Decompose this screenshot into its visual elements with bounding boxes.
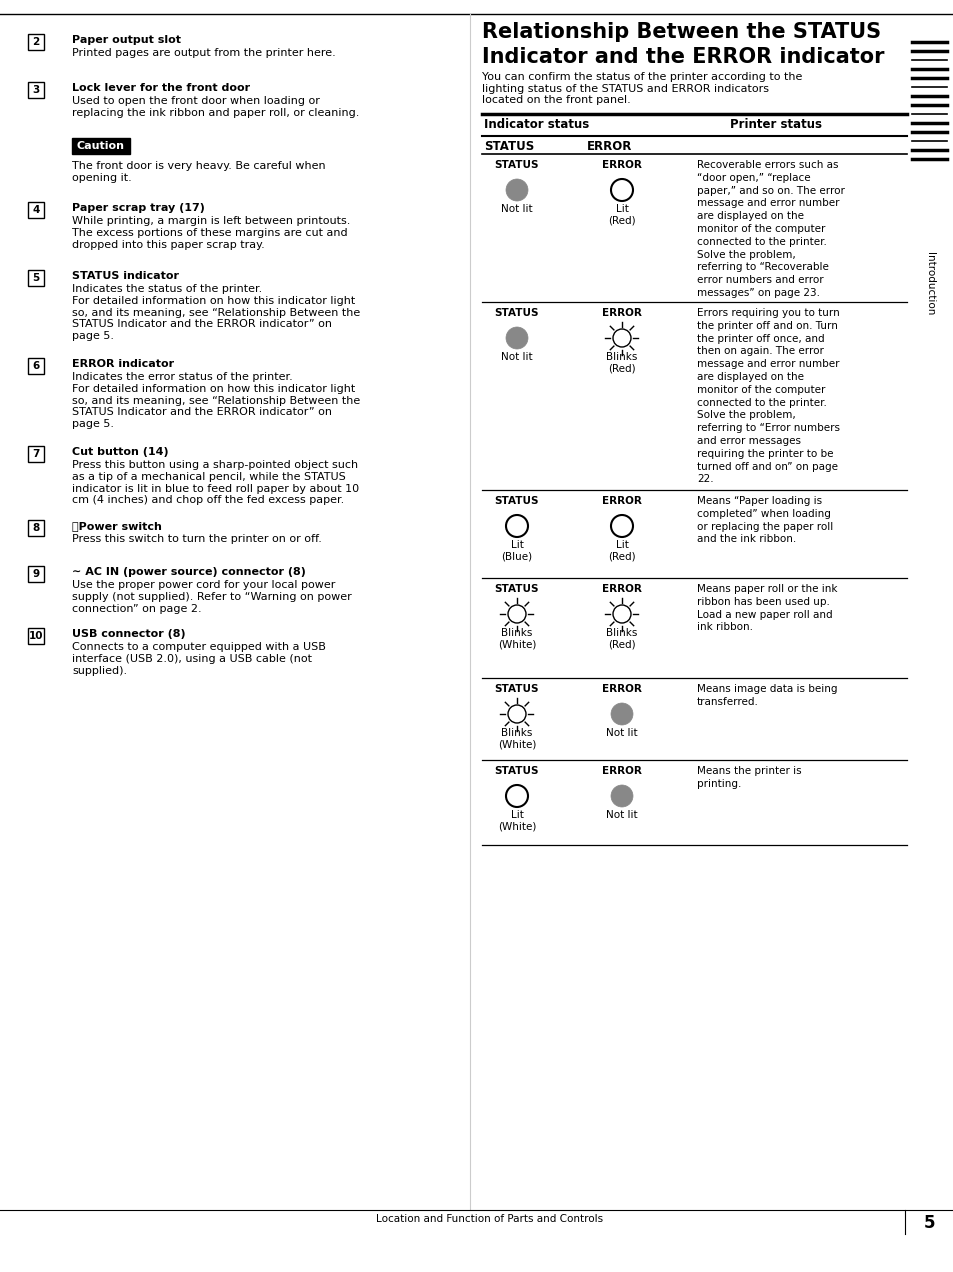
Text: Lit
(Blue): Lit (Blue) — [501, 541, 532, 562]
Text: Connects to a computer equipped with a USB
interface (USB 2.0), using a USB cabl: Connects to a computer equipped with a U… — [71, 642, 326, 675]
Text: ⓘPower switch: ⓘPower switch — [71, 522, 162, 530]
Text: 5: 5 — [923, 1213, 935, 1233]
Bar — [28, 81, 44, 98]
Text: Caution: Caution — [77, 141, 125, 151]
Text: 7: 7 — [32, 449, 40, 459]
Text: Blinks
(White): Blinks (White) — [497, 728, 536, 749]
Text: Means “Paper loading is
completed” when loading
or replacing the paper roll
and : Means “Paper loading is completed” when … — [697, 496, 832, 544]
Text: ERROR: ERROR — [601, 496, 641, 506]
Text: Blinks
(Red): Blinks (Red) — [606, 628, 637, 650]
Text: STATUS: STATUS — [495, 584, 538, 594]
Text: Blinks
(White): Blinks (White) — [497, 628, 536, 650]
Text: Location and Function of Parts and Controls: Location and Function of Parts and Contr… — [376, 1213, 603, 1224]
Text: Means the printer is
printing.: Means the printer is printing. — [697, 766, 801, 789]
Bar — [28, 357, 44, 374]
Text: STATUS: STATUS — [495, 766, 538, 776]
Text: Not lit: Not lit — [605, 728, 638, 738]
Text: The front door is very heavy. Be careful when
opening it.: The front door is very heavy. Be careful… — [71, 162, 325, 183]
Text: Not lit: Not lit — [605, 810, 638, 820]
Text: Relationship Between the STATUS: Relationship Between the STATUS — [481, 22, 881, 42]
Bar — [28, 520, 44, 536]
Text: Recoverable errors such as
“door open,” “replace
paper,” and so on. The error
me: Recoverable errors such as “door open,” … — [697, 160, 844, 298]
Text: Indicator status: Indicator status — [483, 118, 589, 131]
Bar — [28, 270, 44, 286]
Text: 3: 3 — [32, 85, 40, 95]
Text: STATUS: STATUS — [495, 160, 538, 170]
Text: Lit
(White): Lit (White) — [497, 810, 536, 832]
Bar — [28, 34, 44, 50]
Text: 9: 9 — [32, 569, 39, 579]
Text: ERROR: ERROR — [601, 160, 641, 170]
Text: ERROR: ERROR — [601, 684, 641, 695]
Text: Indicator and the ERROR indicator: Indicator and the ERROR indicator — [481, 47, 883, 67]
Text: ERROR indicator: ERROR indicator — [71, 359, 174, 369]
Text: Lit
(Red): Lit (Red) — [608, 541, 635, 562]
Text: Paper scrap tray (17): Paper scrap tray (17) — [71, 204, 205, 212]
Bar — [28, 566, 44, 583]
Text: While printing, a margin is left between printouts.
The excess portions of these: While printing, a margin is left between… — [71, 216, 350, 249]
Text: Means image data is being
transferred.: Means image data is being transferred. — [697, 684, 837, 707]
Text: Press this switch to turn the printer on or off.: Press this switch to turn the printer on… — [71, 534, 321, 544]
Circle shape — [505, 179, 527, 201]
Text: 2: 2 — [32, 37, 40, 47]
Text: 6: 6 — [32, 361, 40, 371]
Bar — [28, 446, 44, 462]
Text: Cut button (14): Cut button (14) — [71, 446, 169, 457]
Circle shape — [610, 785, 633, 806]
Text: Paper output slot: Paper output slot — [71, 36, 181, 45]
Text: USB connector (8): USB connector (8) — [71, 628, 186, 639]
Text: Printer status: Printer status — [729, 118, 821, 131]
Text: You can confirm the status of the printer according to the
lighting status of th: You can confirm the status of the printe… — [481, 73, 801, 106]
Text: Printed pages are output from the printer here.: Printed pages are output from the printe… — [71, 48, 335, 59]
Bar — [71, 137, 130, 154]
Text: STATUS indicator: STATUS indicator — [71, 271, 179, 281]
Text: Use the proper power cord for your local power
supply (not supplied). Refer to “: Use the proper power cord for your local… — [71, 580, 352, 613]
Text: Not lit: Not lit — [500, 352, 533, 363]
Text: 8: 8 — [32, 523, 40, 533]
Text: 5: 5 — [32, 273, 40, 282]
Text: ERROR: ERROR — [601, 766, 641, 776]
Text: Not lit: Not lit — [500, 204, 533, 214]
Text: ∼ AC IN (power source) connector (8): ∼ AC IN (power source) connector (8) — [71, 567, 306, 577]
Text: Press this button using a sharp-pointed object such
as a tip of a mechanical pen: Press this button using a sharp-pointed … — [71, 460, 358, 505]
Circle shape — [505, 327, 527, 349]
Text: Introduction: Introduction — [924, 252, 934, 315]
Bar — [28, 628, 44, 644]
Text: Means paper roll or the ink
ribbon has been used up.
Load a new paper roll and
i: Means paper roll or the ink ribbon has b… — [697, 584, 837, 632]
Text: STATUS: STATUS — [495, 684, 538, 695]
Text: Blinks
(Red): Blinks (Red) — [606, 352, 637, 374]
Text: ERROR: ERROR — [586, 140, 632, 153]
Text: 4: 4 — [32, 205, 40, 215]
Text: STATUS: STATUS — [495, 308, 538, 318]
Text: Indicates the status of the printer.
For detailed information on how this indica: Indicates the status of the printer. For… — [71, 285, 360, 341]
Text: Indicates the error status of the printer.
For detailed information on how this : Indicates the error status of the printe… — [71, 373, 360, 429]
Text: ERROR: ERROR — [601, 308, 641, 318]
Bar — [28, 202, 44, 218]
Circle shape — [610, 703, 633, 725]
Text: STATUS: STATUS — [495, 496, 538, 506]
Text: Lit
(Red): Lit (Red) — [608, 204, 635, 225]
Text: 10: 10 — [29, 631, 43, 641]
Text: STATUS: STATUS — [483, 140, 534, 153]
Text: ERROR: ERROR — [601, 584, 641, 594]
Text: Used to open the front door when loading or
replacing the ink ribbon and paper r: Used to open the front door when loading… — [71, 97, 359, 118]
Text: Errors requiring you to turn
the printer off and on. Turn
the printer off once, : Errors requiring you to turn the printer… — [697, 308, 840, 485]
Text: Lock lever for the front door: Lock lever for the front door — [71, 83, 250, 93]
